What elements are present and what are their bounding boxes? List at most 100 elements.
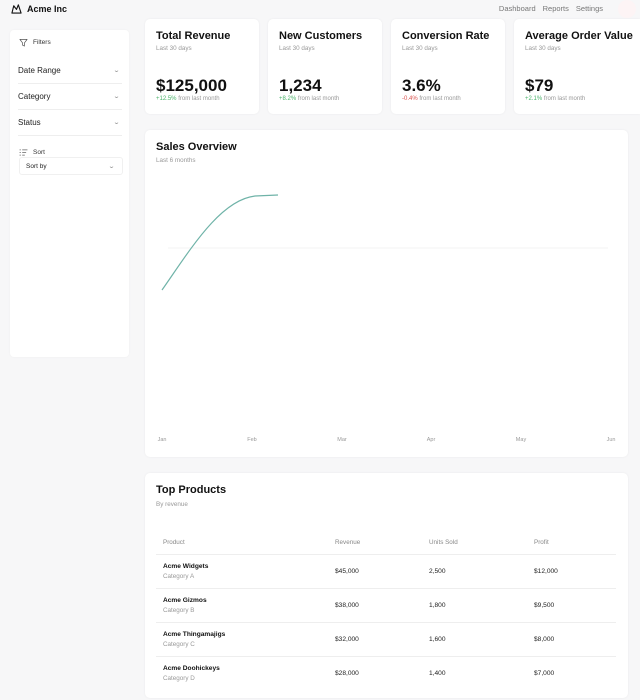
user-avatar[interactable] [618, 0, 636, 18]
stat-title: New Customers [279, 30, 363, 42]
revenue-cell: $32,000 [328, 622, 422, 657]
stat-value: $79 [525, 76, 554, 95]
table-row[interactable]: Acme Gizmos Category B $38,000 1,800 $9,5… [156, 588, 616, 623]
stat-card-average-order-value: Average Order Value Last 30 days $79 +2.… [514, 19, 640, 114]
stat-delta: +8.2% from last month [279, 96, 339, 102]
stat-delta-value: +12.5% [156, 96, 177, 102]
mountain-logo-icon [11, 4, 22, 14]
units-cell: 2,500 [422, 554, 527, 589]
profit-cell: $12,000 [527, 554, 616, 589]
filter-label: Date Range [18, 66, 61, 75]
card-title: Sales Overview [156, 141, 237, 153]
top-nav: Dashboard Reports Settings [499, 4, 603, 13]
stat-delta-value: +2.1% [525, 96, 543, 102]
table-row[interactable]: Acme Thingamajigs Category C $32,000 1,60… [156, 622, 616, 657]
sort-by-value: Sort by [26, 162, 47, 170]
column-header-units-sold[interactable]: Units Sold [422, 532, 527, 555]
profit-cell: $8,000 [527, 622, 616, 657]
chevron-down-icon: ⌄ [107, 163, 116, 170]
filters-label: Filters [33, 39, 51, 46]
brand-name: Acme Inc [27, 3, 68, 14]
stat-delta-value: +8.2% [279, 96, 297, 102]
stat-value: 3.6% [402, 76, 441, 95]
chevron-down-icon: ⌄ [112, 94, 121, 100]
sort-label: Sort [33, 149, 45, 156]
stat-delta: +2.1% from last month [525, 96, 585, 102]
filter-label: Status [18, 118, 41, 127]
profit-cell: $9,500 [527, 588, 616, 623]
filter-status[interactable]: Status ⌄ [18, 110, 122, 136]
top-header: Acme Inc Dashboard Reports Settings [0, 0, 640, 20]
x-axis-label: Mar [337, 437, 347, 443]
stat-delta-value: -0.4% [402, 96, 418, 102]
units-cell: 1,600 [422, 622, 527, 657]
units-cell: 1,400 [429, 669, 446, 677]
stat-delta-suffix: from last month [542, 96, 586, 102]
nav-link-settings[interactable]: Settings [575, 4, 603, 13]
stat-delta-suffix: from last month [176, 96, 220, 102]
chevron-down-icon: ⌄ [112, 68, 121, 74]
x-axis-label: Jun [606, 437, 616, 443]
sales-line [161, 194, 279, 291]
filter-date-range[interactable]: Date Range ⌄ [18, 58, 122, 84]
stat-card-conversion-rate: Conversion Rate Last 30 days 3.6% -0.4% … [391, 19, 505, 114]
top-products-table: Product Revenue Units Sold Profit Acme W… [156, 532, 616, 690]
product-category: Category C [163, 640, 195, 648]
top-products-card: Top Products By revenue Product Revenue … [145, 473, 628, 698]
column-header-product[interactable]: Product [156, 532, 328, 555]
filters-sidebar: Filters Date Range ⌄ Category ⌄ Status ⌄… [10, 30, 129, 357]
stat-delta: +12.5% from last month [156, 96, 220, 102]
brand[interactable]: Acme Inc [11, 3, 67, 14]
revenue-cell: $45,000 [328, 554, 422, 589]
stat-card-total-revenue: Total Revenue Last 30 days $125,000 +12.… [145, 19, 259, 114]
product-name: Acme Gizmos [163, 596, 207, 604]
nav-link-reports[interactable]: Reports [542, 4, 569, 13]
x-axis-label: May [515, 437, 527, 443]
column-header-revenue[interactable]: Revenue [328, 532, 422, 555]
product-name: Acme Doohickeys [163, 664, 220, 672]
x-axis-label: Apr [426, 437, 436, 443]
stat-card-new-customers: New Customers Last 30 days 1,234 +8.2% f… [268, 19, 382, 114]
filter-category[interactable]: Category ⌄ [18, 84, 122, 110]
filters-heading: Filters [19, 38, 51, 47]
sort-by-select[interactable]: Sort by ⌄ [19, 157, 123, 175]
stat-delta: -0.4% from last month [402, 96, 461, 102]
card-title: Top Products [156, 484, 227, 496]
chevron-down-icon: ⌄ [112, 120, 121, 126]
stat-subtitle: Last 30 days [279, 45, 315, 52]
filter-label: Category [18, 92, 51, 101]
sort-heading: Sort [19, 149, 45, 156]
table-row[interactable]: Acme Doohickeys Category D $28,000 1,400 … [156, 656, 616, 690]
product-category: Category B [163, 606, 195, 614]
stat-delta-suffix: from last month [417, 96, 461, 102]
stat-value: 1,234 [279, 76, 322, 95]
funnel-icon [19, 38, 28, 47]
product-name: Acme Widgets [163, 562, 209, 570]
stat-subtitle: Last 30 days [402, 45, 438, 52]
stat-value: $125,000 [156, 76, 227, 95]
sales-line-chart [161, 194, 608, 291]
stat-subtitle: Last 30 days [156, 45, 192, 52]
x-axis-label: Feb [247, 437, 257, 443]
table-row[interactable]: Acme Widgets Category A $45,000 2,500 $12… [156, 554, 616, 589]
card-subtitle: Last 6 months [156, 157, 196, 164]
product-name: Acme Thingamajigs [163, 630, 226, 638]
stat-title: Total Revenue [156, 30, 231, 42]
stat-title: Average Order Value [525, 30, 633, 42]
table-header-row: Product Revenue Units Sold Profit [156, 532, 616, 555]
column-header-profit[interactable]: Profit [527, 532, 616, 555]
revenue-cell: $38,000 [328, 588, 422, 623]
card-subtitle: By revenue [156, 501, 188, 508]
units-cell: 1,800 [422, 588, 527, 623]
revenue-cell: $28,000 [335, 669, 359, 677]
product-category: Category A [163, 572, 195, 580]
product-category: Category D [163, 674, 195, 682]
stat-delta-suffix: from last month [296, 96, 340, 102]
stat-title: Conversion Rate [402, 30, 490, 42]
x-axis-label: Jan [157, 437, 167, 443]
sales-overview-card: Sales Overview Last 6 months Jan Feb Mar… [145, 130, 628, 457]
nav-link-dashboard[interactable]: Dashboard [498, 4, 536, 13]
profit-cell: $7,000 [534, 669, 555, 677]
stat-subtitle: Last 30 days [525, 45, 561, 52]
sort-list-icon [19, 149, 28, 156]
